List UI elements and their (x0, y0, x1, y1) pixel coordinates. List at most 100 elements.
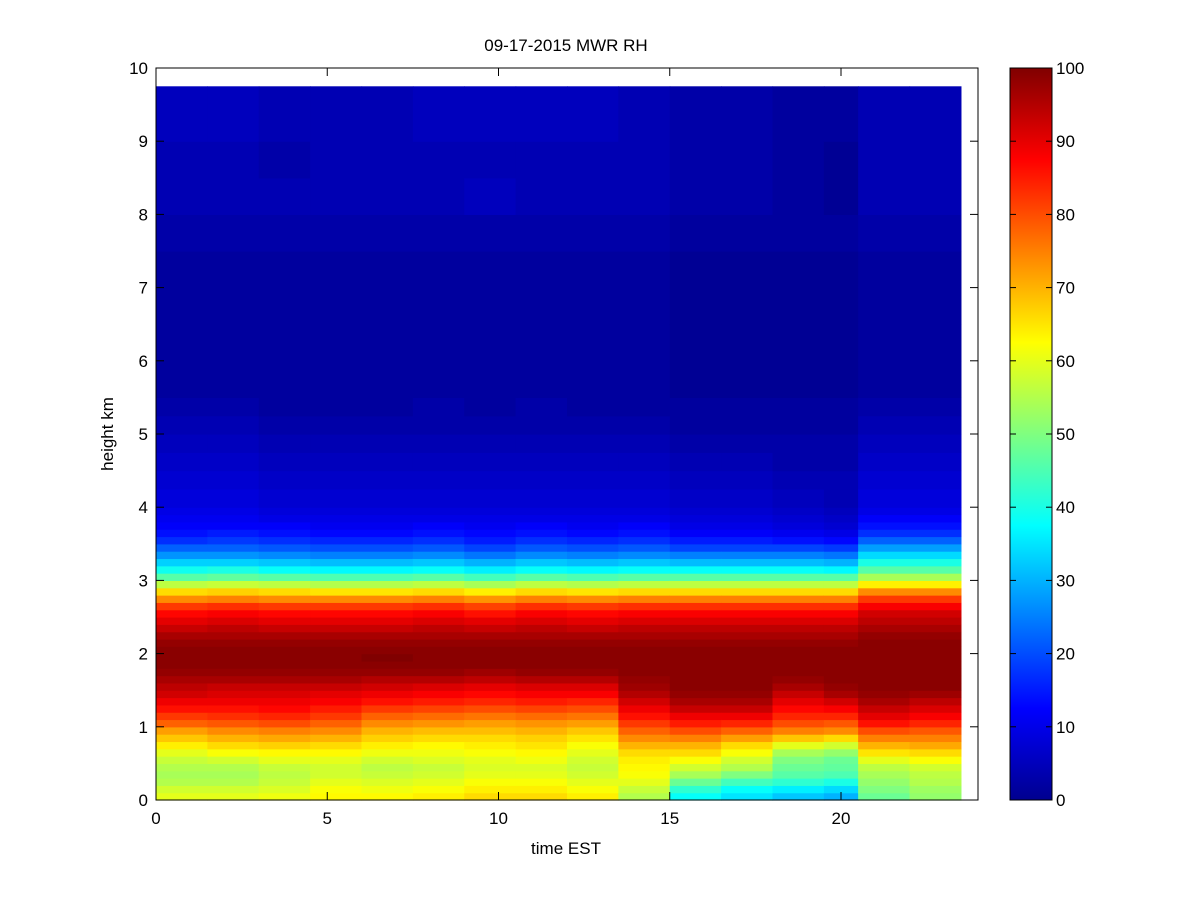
heatmap-cell (258, 141, 311, 179)
heatmap-cell (567, 521, 619, 530)
heatmap-cell (772, 734, 825, 743)
heatmap-cell (567, 704, 619, 713)
heatmap-cell (515, 573, 568, 581)
heatmap-cell (156, 287, 208, 325)
heatmap-cell (412, 792, 465, 801)
heatmap-cell (464, 573, 517, 581)
heatmap-cell (258, 470, 311, 490)
heatmap-cell (412, 748, 465, 757)
heatmap-cell (207, 514, 260, 523)
heatmap-cell (207, 763, 260, 772)
heatmap-cell (464, 609, 517, 618)
heatmap-cell (310, 587, 363, 596)
heatmap-cell (567, 452, 619, 472)
heatmap-cell (618, 792, 671, 801)
heatmap-cell (464, 741, 517, 750)
heatmap-cell (858, 734, 911, 743)
heatmap-cell (515, 507, 568, 516)
heatmap-cell (567, 580, 619, 589)
heatmap-cell (310, 756, 363, 764)
heatmap-cell (258, 543, 311, 552)
heatmap-cell (207, 660, 260, 669)
heatmap-cell (823, 397, 859, 417)
heatmap-cell (823, 488, 859, 508)
heatmap-cell (858, 514, 911, 523)
heatmap-cell (515, 668, 568, 677)
y-tick-label: 4 (139, 498, 148, 517)
heatmap-cell (412, 543, 465, 552)
heatmap-cell (618, 595, 671, 603)
heatmap-cell (258, 214, 311, 252)
heatmap-cell (858, 785, 911, 794)
heatmap-cell (823, 741, 859, 750)
heatmap-cell (464, 141, 517, 179)
heatmap-cell (721, 792, 774, 801)
heatmap-cell (858, 86, 911, 142)
heatmap-cell (858, 397, 911, 417)
heatmap-cell (858, 660, 911, 669)
heatmap-cell (909, 507, 962, 516)
heatmap-cell (515, 470, 568, 490)
heatmap-cell (310, 573, 363, 581)
heatmap-cell (464, 602, 517, 611)
heatmap-cell (858, 770, 911, 779)
heatmap-cell (721, 595, 774, 603)
heatmap-cell (618, 638, 671, 647)
heatmap-cell (858, 624, 911, 633)
heatmap-cell (909, 704, 962, 713)
heatmap-cell (156, 415, 208, 435)
heatmap-cell (772, 726, 825, 735)
heatmap-cell (772, 488, 825, 508)
heatmap-cell (858, 690, 911, 699)
heatmap-cell (721, 668, 774, 677)
heatmap-cell (823, 415, 859, 435)
heatmap-cell (515, 587, 568, 596)
heatmap-cell (858, 551, 911, 560)
heatmap-cell (669, 638, 722, 647)
heatmap-cell (156, 602, 208, 611)
heatmap-cell (823, 536, 859, 545)
heatmap-cell (258, 251, 311, 289)
heatmap-cell (721, 565, 774, 574)
heatmap-cell (909, 697, 962, 706)
colorbar-tick-label: 50 (1056, 425, 1075, 444)
heatmap-cell (909, 785, 962, 794)
heatmap-cell (258, 434, 311, 453)
heatmap-cell (464, 415, 517, 435)
heatmap-cell (361, 624, 414, 633)
heatmap-cell (721, 624, 774, 633)
heatmap-cell (464, 177, 517, 215)
heatmap-cell (669, 397, 722, 417)
heatmap-cell (412, 638, 465, 647)
heatmap-cell (310, 141, 363, 179)
heatmap-cell (156, 682, 208, 691)
heatmap-cell (156, 141, 208, 179)
heatmap-cell (207, 682, 260, 691)
heatmap-cell (618, 452, 671, 472)
heatmap-cell (258, 726, 311, 735)
heatmap-cell (669, 543, 722, 552)
heatmap-cell (464, 660, 517, 669)
heatmap-cell (567, 748, 619, 757)
heatmap-cell (310, 488, 363, 508)
heatmap-cell (823, 653, 859, 662)
heatmap-cell (823, 682, 859, 691)
heatmap-cell (618, 748, 671, 757)
heatmap-cell (721, 580, 774, 589)
heatmap-cell (823, 748, 859, 757)
heatmap-cell (909, 624, 962, 633)
heatmap-cell (618, 675, 671, 684)
heatmap-cell (156, 214, 208, 252)
heatmap-cell (310, 697, 363, 706)
heatmap-cell (669, 141, 722, 179)
heatmap-cell (669, 177, 722, 215)
heatmap-cell (515, 719, 568, 728)
heatmap-cell (772, 697, 825, 706)
heatmap-cell (310, 734, 363, 743)
heatmap-cell (721, 434, 774, 453)
heatmap-cell (618, 770, 671, 779)
heatmap-cell (515, 682, 568, 691)
heatmap-cell (515, 778, 568, 786)
heatmap-cell (618, 141, 671, 179)
heatmap-cell (823, 251, 859, 289)
